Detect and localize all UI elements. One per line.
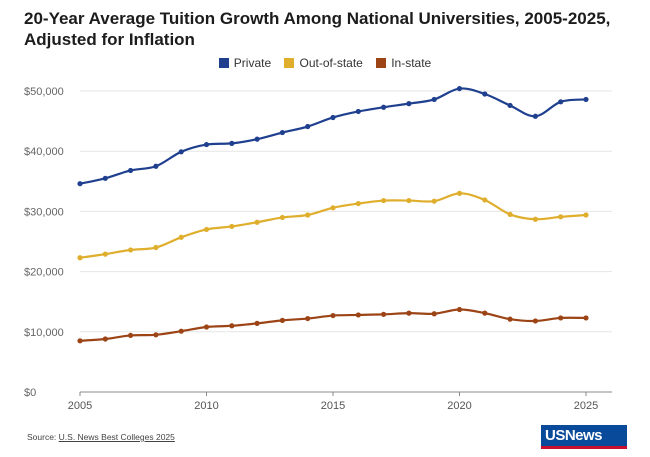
y-tick-label-40000: $40,000 <box>24 146 64 158</box>
point-private-2021 <box>482 91 488 97</box>
point-private-2007 <box>128 167 134 174</box>
x-tick-label-2025: 2025 <box>574 400 598 412</box>
chart-title: 20-Year Average Tuition Growth Among Nat… <box>24 9 611 49</box>
point-in-state-2012 <box>254 320 260 326</box>
point-out-of-state-2016 <box>355 200 361 207</box>
legend-label-out-of-state: Out-of-state <box>299 56 363 70</box>
point-in-state-2021 <box>482 310 488 316</box>
y-tick-label-10000: $10,000 <box>24 327 64 339</box>
point-out-of-state-2011 <box>229 223 235 230</box>
source-link[interactable]: U.S. News Best Colleges 2025 <box>58 432 175 442</box>
point-private-2017 <box>381 104 387 110</box>
point-out-of-state-2025 <box>583 212 589 218</box>
legend-item-private: Private <box>218 56 272 70</box>
point-private-2015 <box>330 114 336 121</box>
point-in-state-2008 <box>153 332 159 338</box>
x-tick-label-2010: 2010 <box>194 400 218 412</box>
y-tick-label-0: $0 <box>24 387 36 399</box>
source-prefix: Source: <box>27 432 59 442</box>
point-private-2023 <box>532 113 539 119</box>
legend-swatch-out-of-state <box>284 58 295 68</box>
legend-label-private: Private <box>233 56 272 70</box>
point-out-of-state-2022 <box>507 211 513 218</box>
point-out-of-state-2007 <box>128 247 134 253</box>
legend-item-in-state: In-state <box>376 56 431 70</box>
point-in-state-2010 <box>203 324 210 330</box>
y-tick-label-50000: $50,000 <box>24 86 64 98</box>
point-in-state-2020 <box>456 306 463 313</box>
point-private-2008 <box>153 163 159 169</box>
point-private-2018 <box>406 101 412 107</box>
point-out-of-state-2008 <box>153 244 159 251</box>
point-out-of-state-2018 <box>406 197 412 204</box>
x-tick-label-2020: 2020 <box>447 400 471 412</box>
point-in-state-2022 <box>507 316 513 322</box>
usnews-logo: USNews <box>541 425 627 449</box>
source-note: Source: U.S. News Best Colleges 2025 <box>27 432 175 442</box>
point-in-state-2019 <box>431 311 437 317</box>
point-in-state-2023 <box>532 318 539 324</box>
point-private-2016 <box>355 108 361 115</box>
point-private-2020 <box>456 85 463 92</box>
point-private-2012 <box>254 136 260 142</box>
logo-text: USNews <box>545 427 603 444</box>
point-in-state-2015 <box>330 312 336 319</box>
point-in-state-2011 <box>229 323 235 329</box>
point-out-of-state-2024 <box>558 214 564 220</box>
y-tick-label-30000: $30,000 <box>24 206 64 218</box>
point-out-of-state-2012 <box>254 219 260 225</box>
point-out-of-state-2006 <box>102 251 108 257</box>
legend-swatch-private <box>218 58 229 68</box>
point-private-2022 <box>507 102 513 109</box>
point-in-state-2014 <box>305 315 311 322</box>
point-out-of-state-2009 <box>178 234 184 240</box>
point-in-state-2018 <box>406 310 412 316</box>
point-private-2009 <box>178 149 184 155</box>
point-in-state-2017 <box>381 311 387 317</box>
logo-bar <box>541 446 627 449</box>
point-out-of-state-2005 <box>77 255 83 261</box>
x-tick-label-2015: 2015 <box>321 400 345 412</box>
point-out-of-state-2014 <box>305 212 311 218</box>
point-private-2014 <box>305 123 311 130</box>
point-out-of-state-2023 <box>532 216 539 222</box>
point-in-state-2013 <box>279 317 285 323</box>
series-line-private <box>79 87 587 185</box>
point-private-2013 <box>279 129 285 136</box>
point-out-of-state-2013 <box>279 214 285 221</box>
point-private-2010 <box>203 141 210 148</box>
point-out-of-state-2015 <box>330 205 336 211</box>
point-out-of-state-2020 <box>456 190 463 196</box>
point-out-of-state-2019 <box>431 198 437 204</box>
legend-item-out-of-state: Out-of-state <box>284 56 363 70</box>
point-in-state-2009 <box>178 328 184 334</box>
point-out-of-state-2021 <box>482 197 488 203</box>
point-private-2011 <box>229 140 235 146</box>
point-in-state-2016 <box>355 312 361 318</box>
point-in-state-2005 <box>77 338 83 344</box>
point-in-state-2024 <box>558 315 564 321</box>
x-tick-label-2005: 2005 <box>68 400 92 412</box>
point-private-2019 <box>431 96 437 103</box>
point-in-state-2007 <box>128 332 134 339</box>
point-in-state-2006 <box>102 336 108 342</box>
point-private-2025 <box>583 96 589 103</box>
legend-swatch-in-state <box>376 58 387 68</box>
point-private-2006 <box>102 175 108 181</box>
point-out-of-state-2017 <box>381 197 387 204</box>
legend-label-in-state: In-state <box>391 56 432 70</box>
point-private-2005 <box>77 181 83 187</box>
legend: Private Out-of-state In-state <box>0 56 650 71</box>
point-out-of-state-2010 <box>203 226 210 233</box>
point-private-2024 <box>558 99 564 105</box>
point-in-state-2025 <box>583 315 589 321</box>
y-tick-label-20000: $20,000 <box>24 267 64 279</box>
